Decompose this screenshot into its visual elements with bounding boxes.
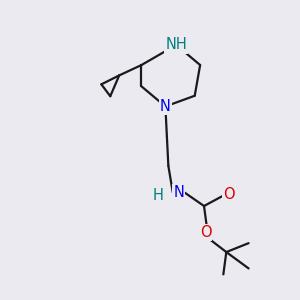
Text: NH: NH	[165, 38, 187, 52]
Text: N: N	[173, 185, 184, 200]
Text: O: O	[223, 187, 235, 202]
Text: O: O	[200, 225, 211, 240]
Text: H: H	[152, 188, 164, 203]
Text: N: N	[160, 99, 171, 114]
